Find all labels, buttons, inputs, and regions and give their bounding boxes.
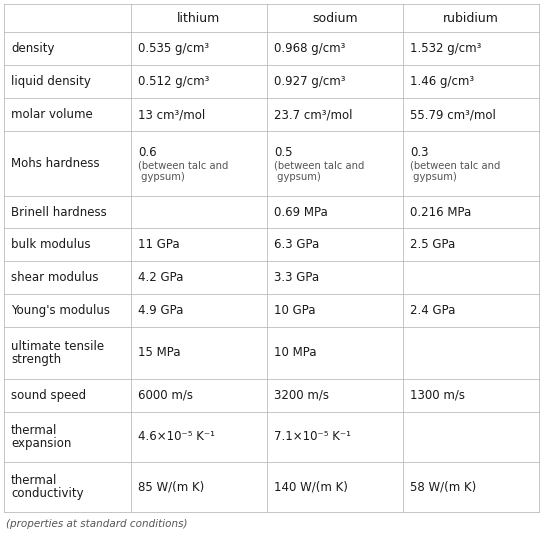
- Text: 2.5 GPa: 2.5 GPa: [410, 238, 455, 251]
- Text: ultimate tensile: ultimate tensile: [11, 340, 104, 354]
- Text: 85 W/(m K): 85 W/(m K): [138, 480, 204, 494]
- Text: 6000 m/s: 6000 m/s: [138, 389, 193, 402]
- Text: 55.79 cm³/mol: 55.79 cm³/mol: [410, 108, 496, 121]
- Text: sodium: sodium: [312, 12, 358, 25]
- Text: 4.9 GPa: 4.9 GPa: [138, 304, 183, 317]
- Text: 3.3 GPa: 3.3 GPa: [274, 271, 319, 284]
- Text: rubidium: rubidium: [443, 12, 499, 25]
- Text: 0.512 g/cm³: 0.512 g/cm³: [138, 75, 209, 88]
- Text: density: density: [11, 42, 55, 55]
- Text: 140 W/(m K): 140 W/(m K): [274, 480, 348, 494]
- Text: expansion: expansion: [11, 436, 72, 450]
- Text: thermal: thermal: [11, 474, 57, 488]
- Text: 2.4 GPa: 2.4 GPa: [410, 304, 455, 317]
- Text: 0.5: 0.5: [274, 146, 293, 159]
- Text: shear modulus: shear modulus: [11, 271, 98, 284]
- Text: 0.6: 0.6: [138, 146, 157, 159]
- Text: 4.6×10⁻⁵ K⁻¹: 4.6×10⁻⁵ K⁻¹: [138, 430, 215, 444]
- Text: (between talc and: (between talc and: [138, 160, 228, 171]
- Text: Young's modulus: Young's modulus: [11, 304, 110, 317]
- Text: 10 MPa: 10 MPa: [274, 346, 317, 360]
- Text: (properties at standard conditions): (properties at standard conditions): [6, 519, 187, 529]
- Text: Brinell hardness: Brinell hardness: [11, 205, 107, 219]
- Text: 0.535 g/cm³: 0.535 g/cm³: [138, 42, 209, 55]
- Text: 0.3: 0.3: [410, 146, 429, 159]
- Text: Mohs hardness: Mohs hardness: [11, 157, 99, 170]
- Text: sound speed: sound speed: [11, 389, 86, 402]
- Text: 58 W/(m K): 58 W/(m K): [410, 480, 476, 494]
- Text: 1300 m/s: 1300 m/s: [410, 389, 465, 402]
- Text: molar volume: molar volume: [11, 108, 93, 121]
- Text: 4.2 GPa: 4.2 GPa: [138, 271, 183, 284]
- Text: 1.46 g/cm³: 1.46 g/cm³: [410, 75, 474, 88]
- Text: 0.69 MPa: 0.69 MPa: [274, 205, 328, 219]
- Text: 10 GPa: 10 GPa: [274, 304, 316, 317]
- Text: (between talc and: (between talc and: [274, 160, 364, 171]
- Text: 11 GPa: 11 GPa: [138, 238, 180, 251]
- Text: 7.1×10⁻⁵ K⁻¹: 7.1×10⁻⁵ K⁻¹: [274, 430, 351, 444]
- Text: 0.927 g/cm³: 0.927 g/cm³: [274, 75, 346, 88]
- Text: gypsum): gypsum): [138, 171, 185, 182]
- Text: 0.968 g/cm³: 0.968 g/cm³: [274, 42, 346, 55]
- Text: conductivity: conductivity: [11, 486, 84, 500]
- Text: 6.3 GPa: 6.3 GPa: [274, 238, 319, 251]
- Text: 1.532 g/cm³: 1.532 g/cm³: [410, 42, 482, 55]
- Text: (between talc and: (between talc and: [410, 160, 500, 171]
- Text: liquid density: liquid density: [11, 75, 91, 88]
- Text: lithium: lithium: [177, 12, 221, 25]
- Text: 13 cm³/mol: 13 cm³/mol: [138, 108, 205, 121]
- Text: gypsum): gypsum): [410, 171, 457, 182]
- Text: thermal: thermal: [11, 424, 57, 438]
- Text: 15 MPa: 15 MPa: [138, 346, 181, 360]
- Text: 0.216 MPa: 0.216 MPa: [410, 205, 471, 219]
- Text: gypsum): gypsum): [274, 171, 321, 182]
- Text: bulk modulus: bulk modulus: [11, 238, 91, 251]
- Text: 23.7 cm³/mol: 23.7 cm³/mol: [274, 108, 353, 121]
- Text: 3200 m/s: 3200 m/s: [274, 389, 329, 402]
- Text: strength: strength: [11, 352, 61, 366]
